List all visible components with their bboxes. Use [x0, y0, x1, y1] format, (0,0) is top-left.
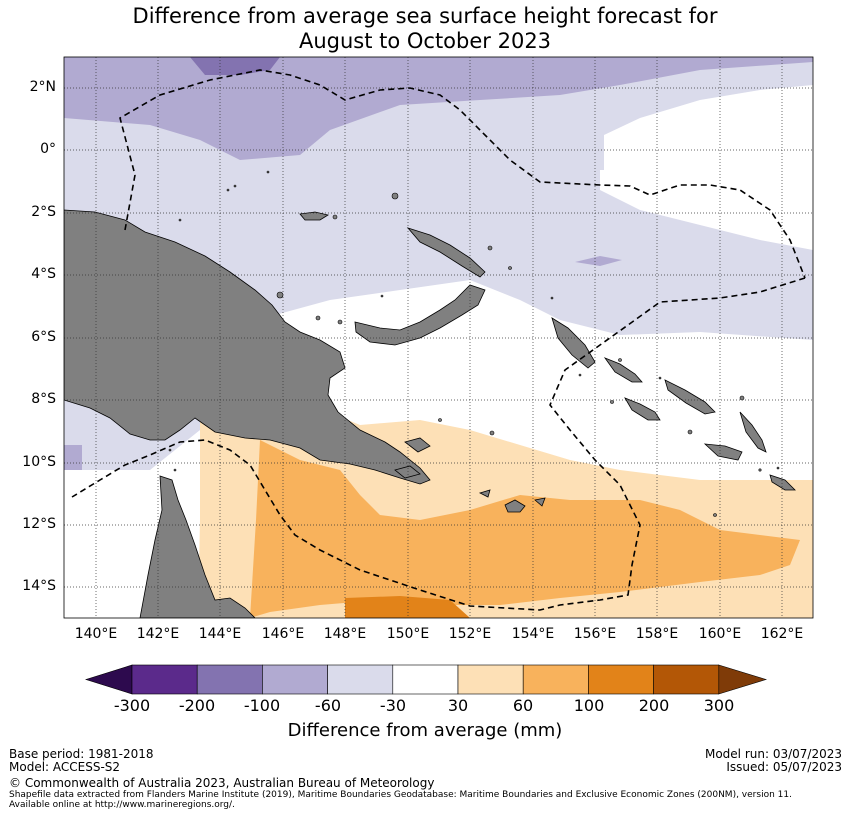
title-line-2: August to October 2023	[298, 29, 552, 53]
lon-label-160e: 160°E	[698, 626, 742, 642]
lat-label-2s: 2°S	[31, 204, 56, 220]
model-name: Model: ACCESS-S2	[9, 760, 121, 774]
anomaly-region-mid-purple	[64, 57, 813, 160]
colorbar-segment	[327, 664, 394, 695]
lon-label-154e: 154°E	[511, 626, 555, 642]
colorbar-tick-label: 30	[447, 696, 469, 715]
source-note-2: Available online at http://www.marinereg…	[9, 800, 235, 810]
colorbar-tick-label: 100	[573, 696, 605, 715]
lat-label-14s: 14°S	[22, 578, 56, 594]
colorbar-segment	[653, 664, 720, 695]
anomaly-region-mid-purple-small	[575, 256, 622, 266]
lon-label-162e: 162°E	[760, 626, 804, 642]
colorbar-segment	[522, 664, 589, 695]
copyright: © Commonwealth of Australia 2023, Austra…	[9, 776, 435, 790]
map-frame	[63, 56, 814, 619]
colorbar-segment	[588, 664, 654, 695]
lon-label-150e: 150°E	[386, 626, 430, 642]
land-new-britain	[354, 284, 486, 346]
colorbar-segment	[196, 664, 263, 695]
land-malaita	[739, 411, 767, 453]
colorbar-title: Difference from average (mm)	[287, 720, 563, 741]
colorbar-tick-label: -200	[178, 696, 216, 715]
colorbar-tick-label: 200	[638, 696, 670, 715]
colorbar-segment	[457, 664, 524, 695]
land-new-ireland	[406, 227, 486, 278]
colorbar-tick-label: -60	[314, 696, 342, 715]
lat-label-4s: 4°S	[31, 266, 56, 282]
model-run: Model run: 03/07/2023	[704, 747, 842, 761]
lon-label-156e: 156°E	[573, 626, 617, 642]
colorbar-tick-label: 60	[512, 696, 534, 715]
source-note-1: Shapefile data extracted from Flanders M…	[9, 790, 792, 800]
colorbar-extend-high	[718, 664, 768, 695]
land-new-guinea	[64, 209, 431, 485]
land-new-georgia	[624, 397, 661, 421]
lat-label-0: 0°	[40, 141, 56, 157]
colorbar-tick-label: -100	[243, 696, 281, 715]
lat-label-2n: 2°N	[29, 79, 56, 95]
colorbar-segment	[262, 664, 328, 695]
land-cape-york	[139, 475, 256, 618]
lon-label-158e: 158°E	[635, 626, 679, 642]
title-line-1: Difference from average sea surface heig…	[132, 4, 718, 28]
colorbar	[85, 664, 768, 695]
colorbar-tick-label: 300	[703, 696, 735, 715]
eez-boundaries	[71, 69, 806, 611]
lat-label-10s: 10°S	[22, 454, 56, 470]
lon-label-148e: 148°E	[323, 626, 367, 642]
colorbar-tick-label: -30	[379, 696, 407, 715]
land-makira	[769, 474, 796, 491]
anomaly-region-mid-orange	[250, 440, 800, 618]
colorbar-tick-label: -300	[113, 696, 151, 715]
forecast-map	[63, 56, 814, 619]
anomaly-region-dark-orange	[345, 596, 470, 618]
lon-label-140e: 140°E	[74, 626, 118, 642]
issued-date: Issued: 05/07/2023	[726, 760, 842, 774]
lat-label-6s: 6°S	[31, 329, 56, 345]
lon-label-146e: 146°E	[261, 626, 305, 642]
lat-label-8s: 8°S	[31, 391, 56, 407]
lon-label-152e: 152°E	[448, 626, 492, 642]
lon-label-144e: 144°E	[198, 626, 242, 642]
small-islands	[168, 170, 780, 517]
base-period: Base period: 1981-2018	[9, 747, 154, 761]
anomaly-region-mid-purple-west	[64, 445, 82, 470]
land-guadalcanal	[703, 443, 743, 461]
land-manus	[299, 211, 330, 221]
land-dentrecasteaux	[394, 437, 431, 479]
lat-label-12s: 12°S	[22, 516, 56, 532]
gridlines	[64, 57, 813, 618]
colorbar-segment	[131, 664, 198, 695]
lon-label-142e: 142°E	[136, 626, 180, 642]
land-louisiade	[478, 489, 546, 513]
chart-title: Difference from average sea surface heig…	[0, 4, 850, 54]
colorbar-segment	[392, 664, 459, 695]
land-choiseul	[603, 357, 643, 383]
colorbar-extend-low	[85, 664, 133, 695]
land-santa-isabel	[664, 379, 716, 415]
